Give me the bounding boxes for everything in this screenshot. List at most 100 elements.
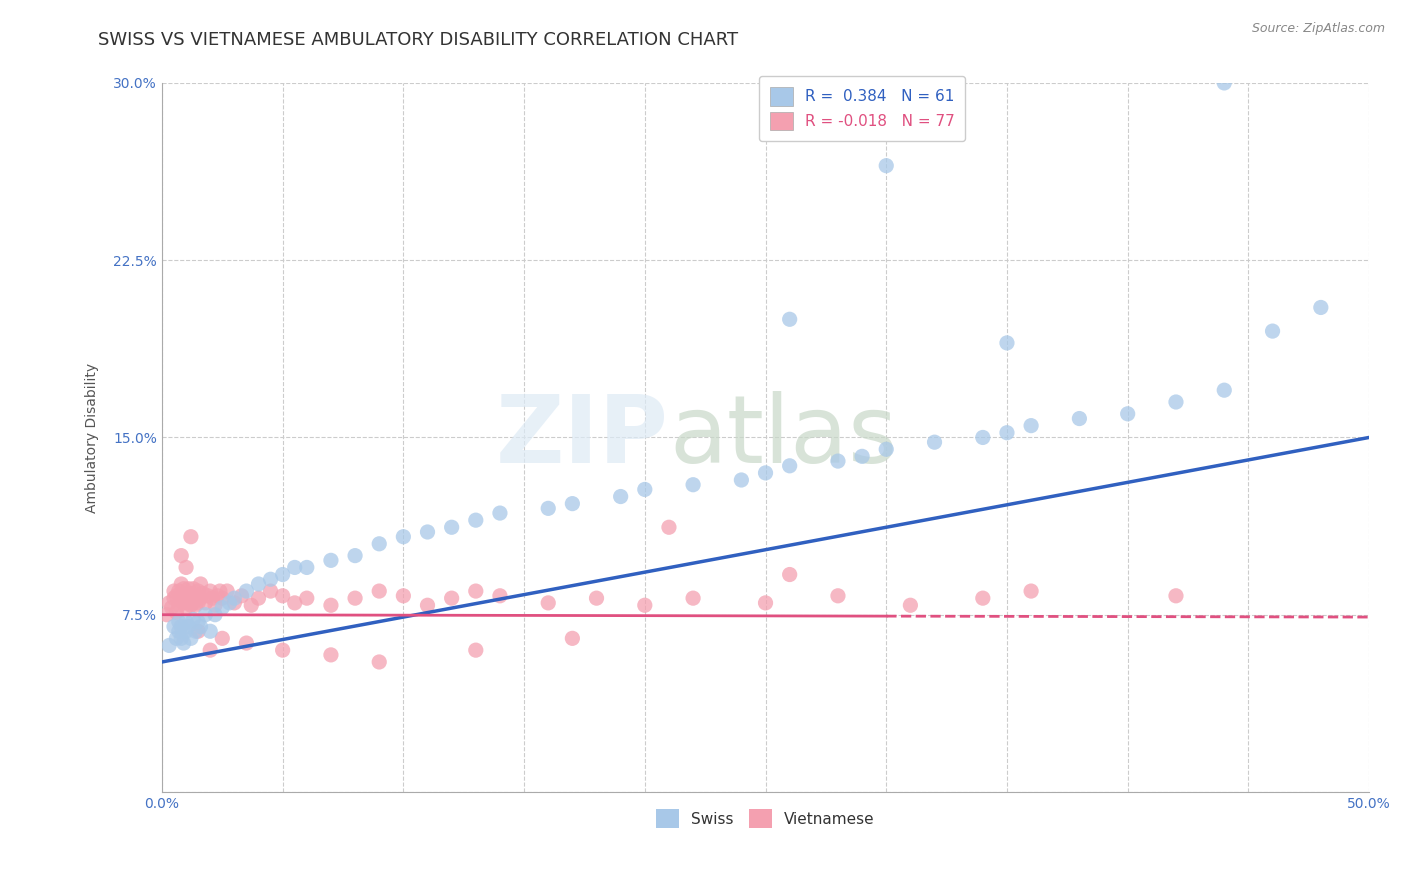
Point (1213, 383, 1236, 397)
Point (271, 643, 294, 657)
Point (194, 607, 217, 622)
Point (392, 589, 415, 603)
Point (271, 567, 294, 582)
Point (165, 589, 187, 603)
Point (235, 636, 257, 650)
Point (187, 624, 209, 639)
Point (368, 537, 391, 551)
Point (184, 624, 207, 639)
Point (634, 483, 657, 497)
Point (204, 607, 226, 622)
Point (180, 586, 202, 600)
Point (259, 584, 281, 599)
Point (200, 624, 222, 639)
Point (240, 599, 263, 613)
Point (754, 466, 776, 480)
Point (561, 632, 583, 646)
Point (180, 632, 202, 646)
Point (184, 589, 207, 603)
Point (167, 615, 190, 629)
Point (754, 596, 776, 610)
Point (208, 584, 231, 599)
Point (163, 619, 186, 633)
Point (972, 591, 994, 606)
Point (319, 599, 342, 613)
Point (174, 615, 197, 629)
Point (207, 589, 229, 603)
Point (157, 639, 180, 653)
Point (995, 335, 1018, 350)
Point (170, 591, 193, 606)
Point (174, 560, 197, 574)
Point (924, 435, 946, 450)
Point (900, 599, 922, 613)
Point (190, 577, 212, 591)
Point (537, 596, 560, 610)
Point (167, 584, 190, 599)
Point (190, 619, 212, 633)
Point (181, 612, 204, 626)
Point (224, 591, 246, 606)
Point (561, 497, 583, 511)
Point (537, 501, 560, 516)
Point (197, 589, 219, 603)
Point (218, 596, 240, 610)
Point (827, 454, 849, 468)
Point (658, 520, 681, 534)
Point (184, 599, 207, 613)
Point (177, 582, 200, 596)
Point (682, 591, 704, 606)
Point (682, 477, 704, 491)
Point (165, 632, 187, 646)
Point (779, 567, 801, 582)
Point (1019, 418, 1042, 433)
Point (211, 600, 233, 615)
Point (344, 591, 367, 606)
Point (170, 577, 193, 591)
Point (177, 596, 200, 610)
Point (730, 473, 752, 487)
Point (416, 524, 439, 539)
Point (368, 584, 391, 599)
Point (271, 589, 294, 603)
Point (187, 584, 209, 599)
Point (779, 312, 801, 326)
Point (174, 624, 197, 639)
Point (440, 591, 463, 606)
Point (211, 632, 233, 646)
Point (440, 520, 463, 534)
Point (163, 591, 186, 606)
Point (170, 632, 193, 646)
Point (284, 596, 307, 610)
Point (489, 506, 512, 520)
Point (247, 577, 270, 591)
Point (972, 430, 994, 444)
Point (174, 600, 197, 615)
Point (177, 619, 200, 633)
Point (180, 599, 202, 613)
Point (157, 596, 180, 610)
Point (1069, 411, 1091, 425)
Point (416, 599, 439, 613)
Point (180, 530, 202, 544)
Point (173, 596, 195, 610)
Point (1019, 584, 1042, 599)
Point (165, 605, 187, 619)
Point (156, 607, 179, 622)
Point (1309, 301, 1331, 315)
Point (464, 584, 486, 599)
Point (231, 589, 253, 603)
Point (295, 591, 318, 606)
Point (224, 596, 246, 610)
Point (211, 591, 233, 606)
Y-axis label: Ambulatory Disability: Ambulatory Disability (86, 362, 100, 513)
Text: Source: ZipAtlas.com: Source: ZipAtlas.com (1251, 22, 1385, 36)
Point (851, 450, 873, 464)
Point (247, 591, 270, 606)
Point (167, 624, 190, 639)
Point (368, 655, 391, 669)
Point (173, 582, 195, 596)
Point (1164, 589, 1187, 603)
Point (319, 553, 342, 567)
Point (181, 582, 204, 596)
